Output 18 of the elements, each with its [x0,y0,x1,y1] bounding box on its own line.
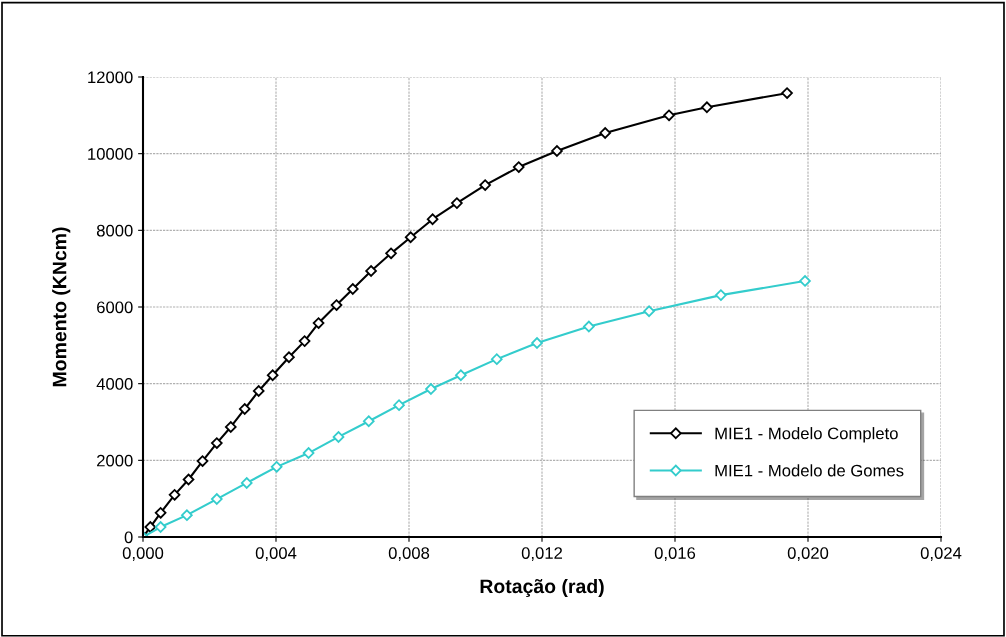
x-tick-label: 0,004 [255,547,297,561]
x-tick-label: 0,024 [920,547,962,561]
y-tick-label: 10000 [88,148,133,160]
x-tick-label: 0,020 [787,547,829,561]
legend-label: MIE1 - Modelo de Gomes [715,464,904,477]
x-tick-label: 0,016 [654,547,696,561]
x-axis-title: Rotação (rad) [480,578,604,598]
y-tick-label: 0 [124,531,133,544]
y-tick-label: 6000 [97,301,133,314]
x-tick-label: 0,008 [388,547,430,561]
y-tick-label: 4000 [96,378,133,390]
y-axis-title: Momento (KNcm) [52,227,71,387]
y-tick-label: 8000 [96,224,133,237]
x-tick-label: 0,000 [122,547,164,561]
y-tick-label: 2000 [97,454,133,467]
x-tick-label: 0,012 [521,547,563,561]
y-tick-label: 12000 [88,71,133,84]
legend-label: MIE1 - Modelo Completo [715,427,898,443]
